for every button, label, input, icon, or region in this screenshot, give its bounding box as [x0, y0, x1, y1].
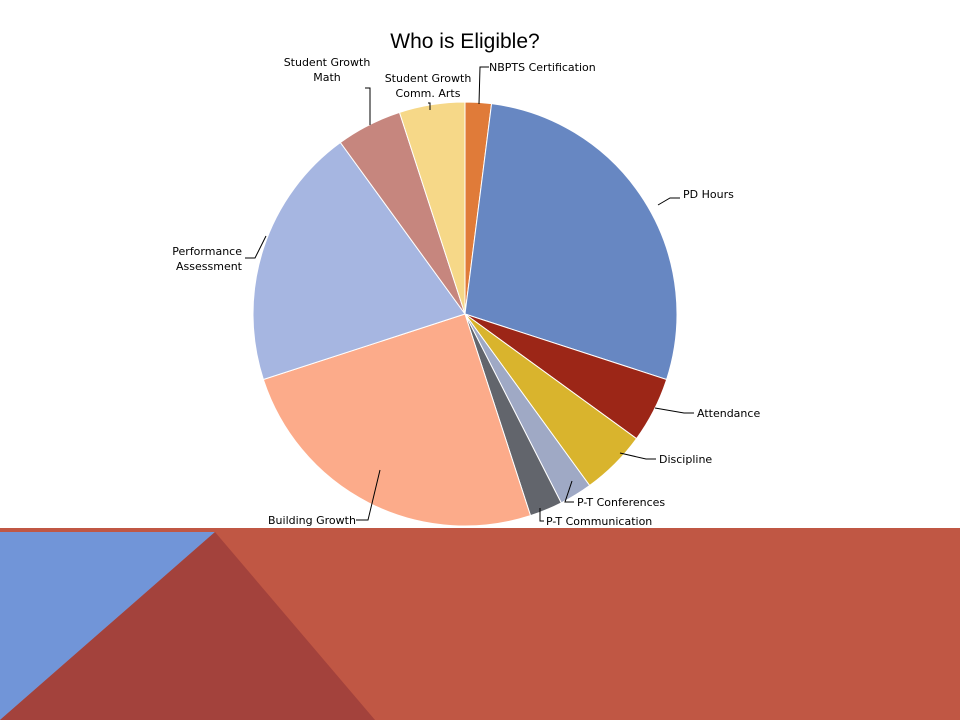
leader-line-student-growth-math [365, 87, 371, 125]
label-discipline: Discipline [659, 453, 712, 466]
slice-student-growth-comm-arts [398, 101, 466, 315]
band-dark-red-triangle [0, 532, 375, 720]
leader-line-performance-assessment [245, 235, 267, 259]
leader-line-attendance [654, 407, 694, 414]
label-building-growth: Building Growth [268, 514, 356, 527]
label-p-t-communication: P-T Communication [546, 515, 652, 528]
label-p-t-conferences: P-T Conferences [577, 496, 665, 509]
leader-line-p-t-communication [539, 508, 544, 522]
leader-line-student-growth-comm-arts [428, 102, 431, 110]
chart-title: Who is Eligible? [390, 30, 539, 53]
label-pd-hours: PD Hours [683, 188, 734, 201]
label-student-growth-comm-arts: Student Growth Comm. Arts [385, 72, 472, 100]
leader-line-nbpts-certification [478, 66, 489, 105]
label-performance-assessment: Performance Assessment [172, 245, 242, 273]
leader-line-p-t-conferences [564, 480, 574, 503]
label-nbpts-certification: NBPTS Certification [489, 61, 596, 74]
label-student-growth-math: Student Growth Math [284, 56, 371, 84]
slice-labels: NBPTS Certification PD Hours Attendance Dis… [172, 56, 760, 528]
leader-line-discipline [619, 452, 656, 460]
leader-line-pd-hours [657, 197, 680, 206]
slice-pd-hours [464, 103, 678, 381]
label-attendance: Attendance [697, 407, 760, 420]
pie-slices [252, 101, 678, 527]
leader-lines [245, 66, 694, 522]
leader-line-building-growth [356, 469, 381, 521]
slice-performance-assessment [252, 141, 466, 381]
slice-building-growth [262, 313, 532, 527]
